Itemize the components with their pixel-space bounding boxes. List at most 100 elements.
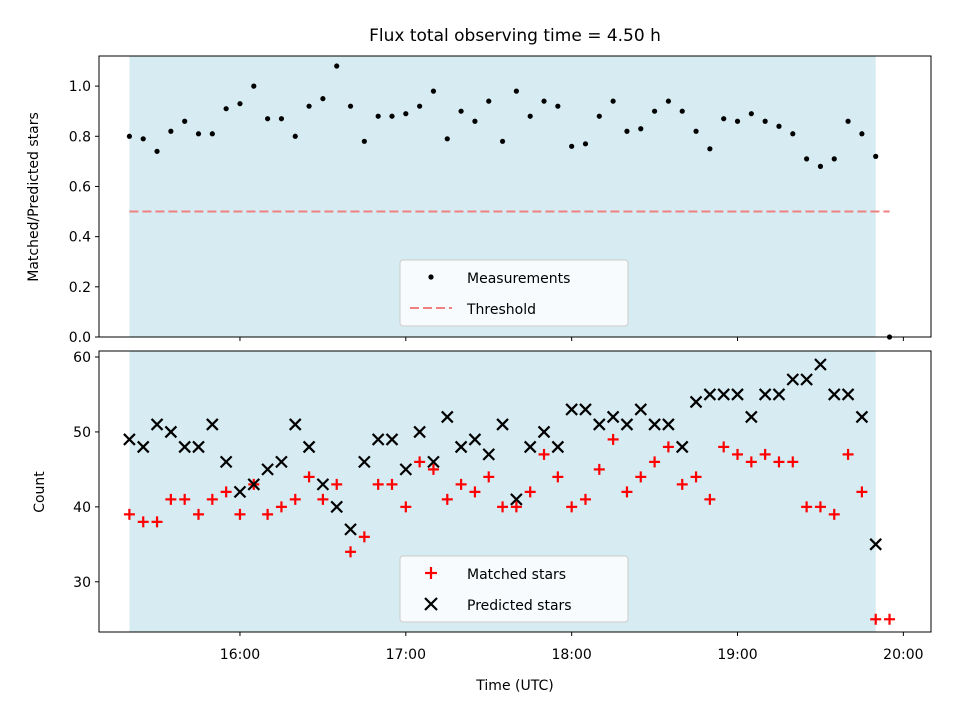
bottom-y-tick-label: 30 (73, 575, 91, 591)
matched-star-point (884, 613, 896, 625)
top-panel: 0.0 0.2 0.4 0.6 0.8 1.0 Matched/Predicted sta… (26, 55, 932, 346)
predicted-star-point (316, 478, 330, 491)
predicted-star-point (648, 418, 661, 431)
predicted-star-point (344, 523, 357, 536)
matched-star-point (165, 493, 177, 505)
top-y-axis-ticks: 0.0 0.2 0.4 0.6 0.8 1.0 (69, 79, 99, 346)
matched-star-point (386, 478, 398, 490)
predicted-star-point (330, 500, 343, 514)
top-y-tick-label: 0.8 (69, 129, 91, 145)
matched-star-point (400, 501, 412, 513)
predicted-star-point (454, 440, 468, 454)
measurement-point (748, 111, 754, 117)
matched-star-point (856, 486, 868, 498)
matched-star-point (427, 463, 439, 475)
matched-star-points (123, 433, 896, 625)
matched-star-point (690, 471, 702, 483)
top-x-axis-ticks (239, 337, 904, 341)
predicted-star-points (123, 358, 882, 551)
predicted-star-point (814, 358, 827, 371)
matched-star-point (441, 493, 453, 505)
top-y-tick-label: 0.2 (69, 280, 91, 296)
measurement-point (693, 128, 699, 134)
bottom-axes-frame (98, 350, 932, 633)
measurement-point (292, 133, 298, 139)
predicted-star-point (855, 410, 869, 424)
top-y-tick-label: 1.0 (69, 79, 91, 95)
measurement-point (638, 126, 644, 132)
predicted-star-point (192, 440, 205, 454)
predicted-star-point (261, 463, 274, 476)
predicted-star-point (247, 478, 261, 491)
measurement-point (182, 118, 188, 124)
measurement-point (513, 88, 519, 94)
predicted-star-point (869, 538, 882, 551)
bottom-x-axis-ticks: 16:00 17:00 18:00 19:00 20:00 (220, 632, 924, 663)
matched-star-point (372, 478, 384, 490)
bottom-legend: Matched stars Predicted stars (399, 555, 629, 623)
measurement-point (458, 108, 464, 114)
predicted-star-point (620, 418, 634, 431)
predicted-star-point (302, 440, 316, 454)
x-tick-label: 19:00 (717, 647, 757, 663)
predicted-star-point (703, 388, 717, 401)
matched-star-point (469, 486, 481, 498)
matched-star-point (234, 508, 246, 520)
legend-predicted-marker (424, 597, 438, 611)
predicted-star-point (675, 440, 689, 454)
predicted-star-point (786, 373, 800, 386)
legend-matched-label: Matched stars (467, 567, 566, 583)
predicted-star-point (275, 455, 288, 469)
measurement-point (790, 131, 796, 137)
measurement-point (278, 116, 285, 122)
predicted-star-point (593, 418, 606, 431)
matched-star-point (206, 493, 218, 505)
matched-star-point (524, 486, 536, 498)
measurement-point (168, 128, 174, 134)
matched-star-point (358, 531, 370, 543)
matched-star-point (151, 516, 163, 528)
matched-star-point (676, 478, 688, 490)
measurement-point (596, 113, 602, 119)
matched-star-point (745, 456, 757, 468)
measurement-point (126, 133, 133, 139)
predicted-star-point (606, 410, 620, 424)
chart-title: Flux total observing time = 4.50 h (369, 26, 661, 46)
predicted-star-point (772, 388, 786, 401)
matched-star-point (262, 508, 274, 520)
measurement-point (845, 118, 851, 124)
predicted-star-point (689, 395, 703, 409)
predicted-star-point (717, 388, 730, 401)
matched-star-point (662, 441, 674, 453)
matched-star-point (732, 448, 744, 460)
measurement-point (555, 103, 561, 109)
measurement-point (873, 153, 879, 159)
matched-star-point (331, 478, 343, 490)
measurement-point (804, 156, 810, 162)
matched-star-point (552, 471, 564, 483)
measurement-point (154, 148, 160, 154)
measurement-point (541, 98, 547, 104)
measurement-point (223, 106, 229, 112)
predicted-star-point (551, 440, 565, 454)
matched-star-point (635, 471, 647, 483)
matched-star-point (842, 448, 854, 460)
matched-star-point (179, 493, 191, 505)
predicted-star-point (523, 440, 537, 454)
top-legend: Measurements Threshold (399, 259, 629, 327)
matched-star-point (510, 501, 522, 513)
predicted-star-point (123, 433, 136, 446)
x-tick-label: 16:00 (220, 647, 260, 663)
measurement-point (361, 138, 367, 144)
measurement-point (486, 98, 492, 104)
measurement-point (306, 103, 312, 109)
matched-star-point (828, 508, 840, 520)
predicted-star-point (731, 388, 744, 401)
matched-star-point (814, 501, 826, 513)
legend-threshold-label: Threshold (466, 302, 536, 318)
matched-star-point (483, 471, 495, 483)
measurement-point (195, 131, 202, 137)
measurement-point (430, 88, 437, 94)
matched-star-point (538, 448, 550, 460)
x-tick-label: 17:00 (386, 647, 426, 663)
